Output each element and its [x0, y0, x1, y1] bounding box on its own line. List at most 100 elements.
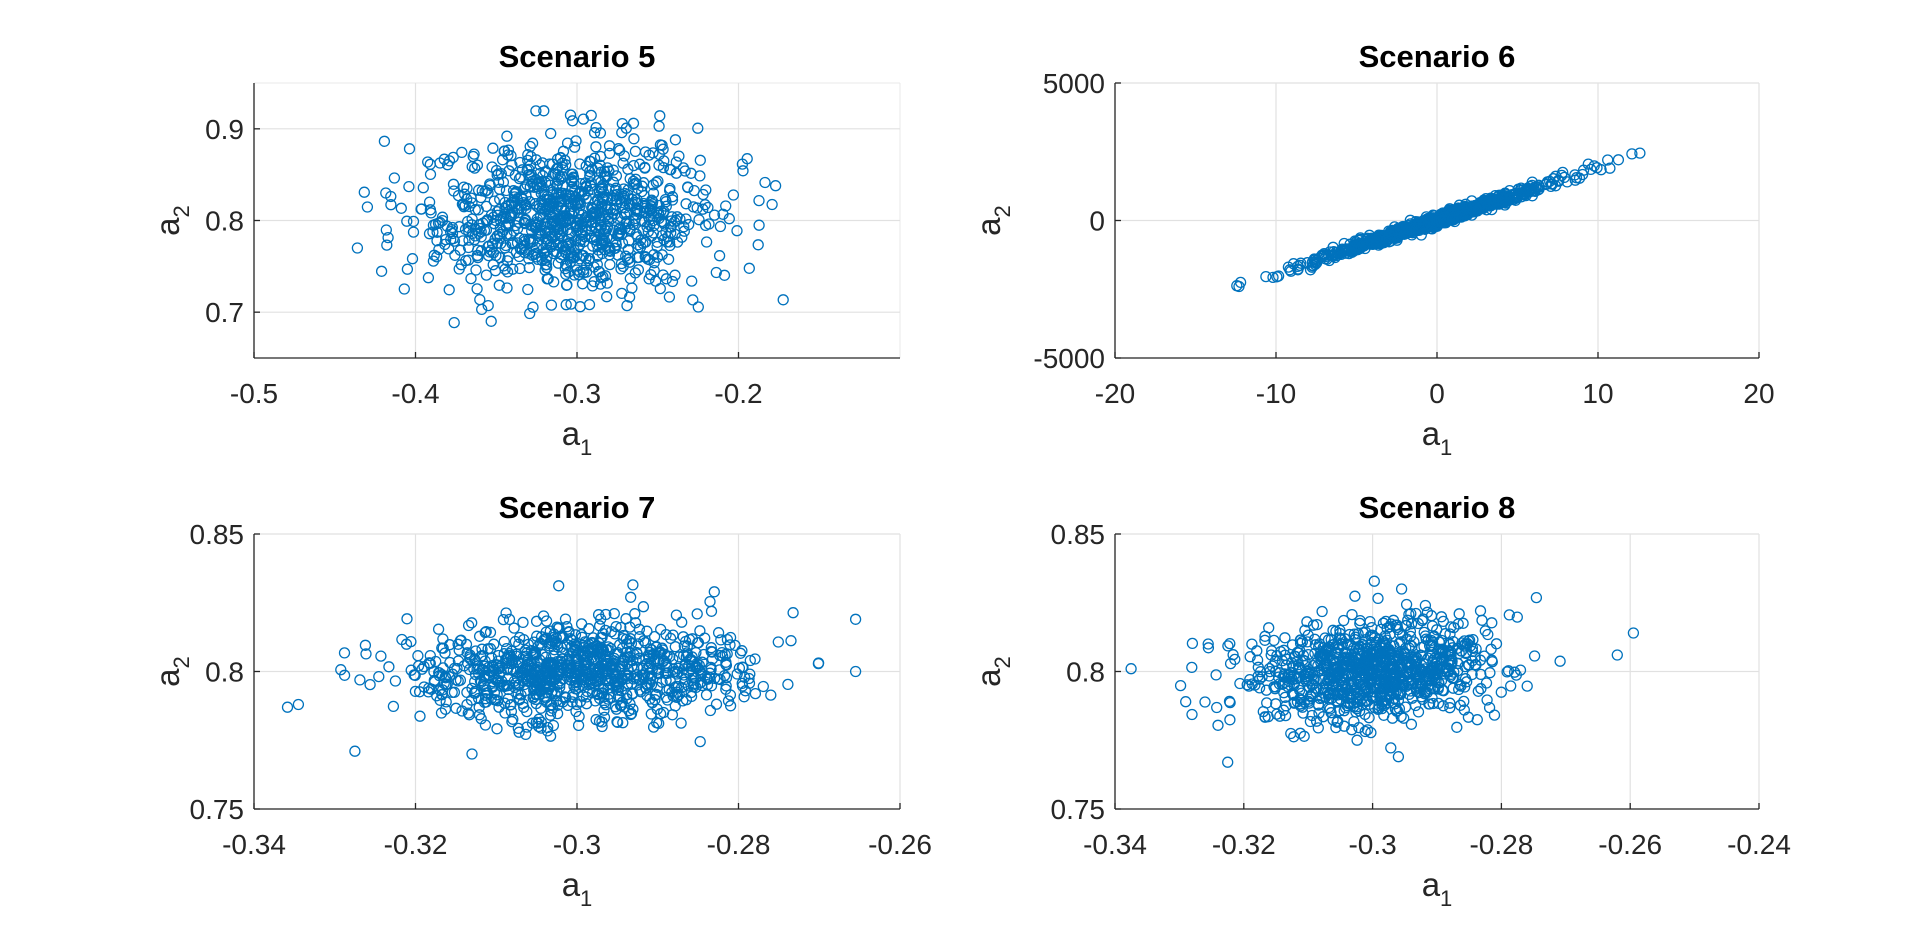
- data-point: [534, 637, 546, 649]
- data-point: [591, 688, 604, 701]
- data-point: [1604, 162, 1616, 174]
- data-point: [485, 692, 497, 705]
- data-point: [1224, 637, 1236, 650]
- data-point: [1439, 628, 1451, 640]
- data-point: [674, 213, 686, 225]
- data-point: [424, 649, 436, 662]
- data-point: [1502, 665, 1515, 677]
- data-point: [577, 264, 589, 276]
- data-point: [1503, 609, 1515, 621]
- data-point: [724, 639, 736, 651]
- data-point: [595, 183, 607, 195]
- data-point: [463, 234, 475, 246]
- data-point: [375, 650, 387, 662]
- data-point: [655, 205, 667, 218]
- data-point: [385, 190, 397, 203]
- data-point: [448, 686, 461, 698]
- data-point: [588, 127, 601, 139]
- data-point: [588, 234, 600, 246]
- data-point: [510, 186, 522, 198]
- data-point: [523, 261, 535, 274]
- data-point: [664, 163, 676, 176]
- data-point: [1400, 226, 1413, 238]
- data-point: [530, 105, 542, 117]
- data-point: [720, 200, 732, 212]
- data-point: [689, 661, 702, 673]
- data-point: [689, 672, 702, 684]
- data-point: [1612, 154, 1625, 166]
- y-axis-label-subscript: 2: [990, 656, 1015, 668]
- data-point: [1267, 271, 1279, 284]
- data-point: [585, 155, 597, 168]
- data-point: [743, 262, 755, 274]
- x-tick-label: -0.2: [714, 378, 762, 409]
- data-point: [1256, 671, 1268, 683]
- data-point: [519, 214, 532, 227]
- data-point: [485, 315, 497, 327]
- data-point: [541, 725, 554, 737]
- data-point: [1244, 651, 1256, 663]
- data-point: [1341, 243, 1353, 256]
- data-point: [1501, 666, 1513, 678]
- data-point: [463, 200, 475, 213]
- data-point: [422, 686, 435, 698]
- data-point: [503, 165, 515, 177]
- data-point: [1301, 616, 1313, 628]
- data-point: [1444, 697, 1456, 709]
- data-point: [618, 183, 630, 195]
- data-point: [491, 206, 503, 218]
- data-point: [1353, 721, 1365, 734]
- data-point: [1313, 707, 1325, 719]
- data-point: [787, 607, 799, 619]
- data-point: [583, 298, 596, 311]
- data-point: [458, 181, 470, 193]
- data-point: [595, 632, 607, 644]
- y-axis-label-subscript: 2: [990, 205, 1015, 217]
- data-point: [489, 265, 502, 277]
- data-point: [1352, 628, 1364, 640]
- data-point: [1419, 218, 1431, 230]
- data-point: [509, 635, 522, 648]
- data-point: [1443, 645, 1455, 657]
- data-point: [724, 700, 737, 712]
- data-point: [588, 152, 601, 164]
- data-point: [1202, 642, 1215, 654]
- data-point: [508, 622, 520, 634]
- data-point: [1296, 636, 1309, 648]
- data-point: [571, 264, 583, 276]
- data-point: [652, 175, 664, 187]
- data-point: [539, 166, 552, 178]
- data-point: [1490, 638, 1503, 650]
- data-point: [562, 249, 574, 262]
- data-point: [1257, 705, 1269, 718]
- data-point: [572, 719, 585, 732]
- data-point: [1332, 715, 1344, 727]
- data-point-outlier: [1222, 756, 1234, 768]
- data-point: [639, 161, 651, 174]
- subplot-scenario-7: -0.34 -0.32 -0.3 -0.28 -0.26 0.75 0.8 0.85 Scena…: [0, 469, 960, 938]
- data-point: [488, 687, 501, 699]
- data-point: [1361, 238, 1373, 250]
- data-point: [1355, 648, 1368, 660]
- data-point: [409, 685, 422, 698]
- data-point-outlier: [292, 698, 305, 711]
- data-point: [1290, 673, 1302, 685]
- data-point: [1378, 709, 1390, 721]
- data-point: [561, 621, 573, 633]
- data-point: [688, 184, 700, 197]
- data-point: [682, 181, 694, 193]
- data-point: [504, 699, 516, 711]
- data-point: [624, 252, 636, 264]
- data-point: [744, 654, 756, 667]
- x-tick-label: -0.34: [222, 829, 286, 860]
- data-point: [427, 219, 440, 231]
- data-point-outlier: [564, 109, 577, 121]
- x-tick-label: -0.32: [1212, 829, 1276, 860]
- data-point: [1476, 614, 1488, 626]
- data-point: [560, 279, 573, 291]
- data-point: [1470, 643, 1482, 655]
- data-point: [487, 675, 499, 688]
- y-tick-label: 0.85: [190, 519, 245, 550]
- data-point: [1296, 701, 1309, 713]
- x-tick-label: -20: [1095, 378, 1135, 409]
